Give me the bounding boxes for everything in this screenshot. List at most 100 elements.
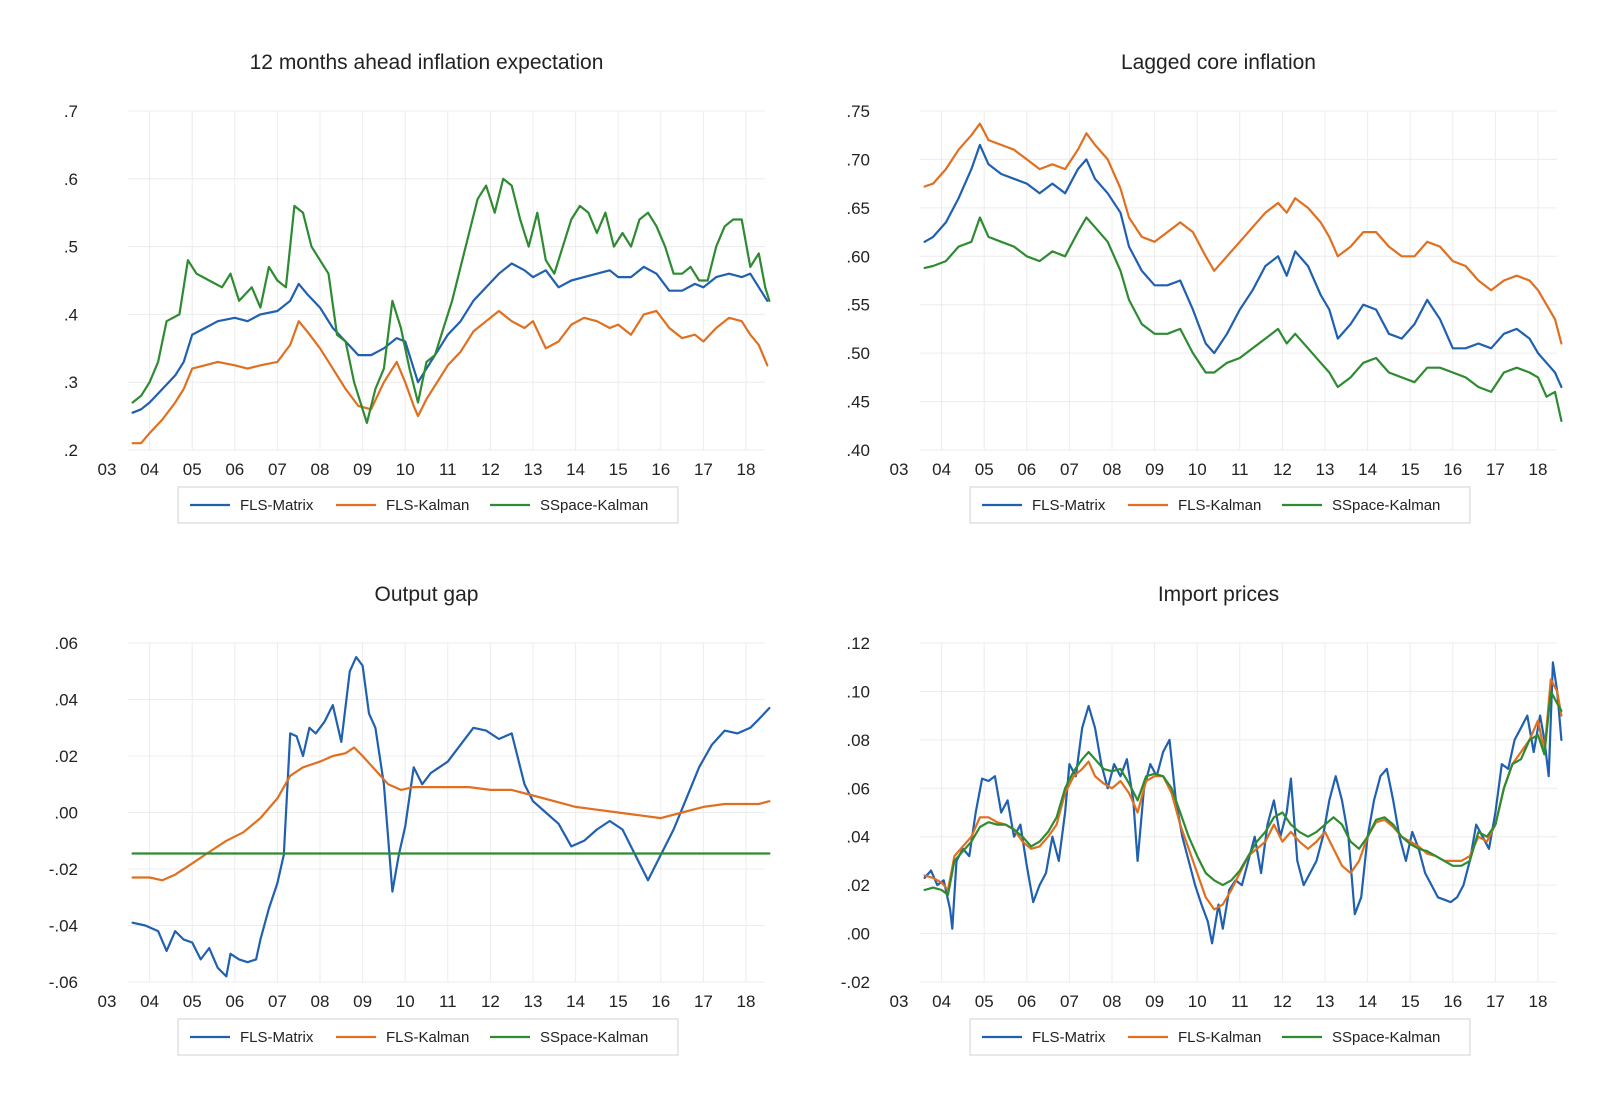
x-tick-label: 14 bbox=[1358, 460, 1377, 479]
x-tick-label: 06 bbox=[1017, 460, 1036, 479]
series-line-sspace-kalman bbox=[923, 216, 1563, 422]
legend-label: FLS-Kalman bbox=[1178, 1029, 1261, 1046]
legend-box bbox=[969, 1018, 1471, 1056]
x-tick-label: 04 bbox=[140, 460, 159, 479]
x-tick-label: 16 bbox=[1443, 460, 1462, 479]
series-line-fls-matrix bbox=[923, 661, 1563, 945]
series-line-fls-kalman bbox=[923, 122, 1563, 345]
series-line-sspace-kalman bbox=[131, 177, 771, 424]
x-tick-label: 18 bbox=[1529, 992, 1548, 1011]
x-tick-label: 12 bbox=[481, 992, 500, 1011]
x-tick-label: 05 bbox=[183, 460, 202, 479]
x-tick-label: 07 bbox=[1060, 460, 1079, 479]
x-tick-label: 11 bbox=[1231, 992, 1249, 1011]
x-tick-label: 07 bbox=[268, 992, 287, 1011]
x-tick-label: 10 bbox=[1188, 992, 1207, 1011]
y-tick-label: .40 bbox=[846, 441, 870, 460]
legend-label: SSpace-Kalman bbox=[1332, 497, 1440, 514]
y-tick-label: .00 bbox=[846, 925, 870, 944]
x-tick-label: 06 bbox=[1017, 992, 1036, 1011]
y-tick-label: .6 bbox=[64, 170, 78, 189]
x-tick-label: 17 bbox=[1486, 460, 1505, 479]
chart-legend: FLS-Matrix FLS-Kalman SSpace-Kalman bbox=[177, 1018, 679, 1056]
x-tick-label: 03 bbox=[890, 460, 909, 479]
legend-label: SSpace-Kalman bbox=[540, 1029, 648, 1046]
y-tick-label: .55 bbox=[846, 296, 870, 315]
legend-label: FLS-Kalman bbox=[386, 1029, 469, 1046]
x-tick-label: 14 bbox=[566, 460, 585, 479]
legend-label: FLS-Matrix bbox=[240, 497, 314, 514]
y-tick-label: .06 bbox=[846, 779, 870, 798]
x-tick-label: 09 bbox=[1145, 992, 1164, 1011]
legend-label: FLS-Matrix bbox=[240, 1029, 314, 1046]
series-line-fls-kalman bbox=[131, 309, 769, 445]
chart-legend: FLS-Matrix FLS-Kalman SSpace-Kalman bbox=[177, 486, 679, 524]
y-tick-label: .45 bbox=[846, 393, 870, 412]
x-tick-label: 04 bbox=[932, 460, 951, 479]
x-tick-label: 16 bbox=[1443, 992, 1462, 1011]
x-tick-label: 09 bbox=[353, 460, 372, 479]
chart-panel-2: Lagged core inflation .40 .45 .50 .55 .60 .65.… bbox=[846, 51, 1563, 524]
x-tick-label: 10 bbox=[1188, 460, 1207, 479]
x-tick-label: 06 bbox=[225, 992, 244, 1011]
x-tick-label: 04 bbox=[140, 992, 159, 1011]
y-tick-label: -.06 bbox=[49, 973, 78, 992]
legend-box bbox=[177, 1018, 679, 1056]
x-tick-label: 13 bbox=[1316, 992, 1335, 1011]
legend-label: SSpace-Kalman bbox=[540, 497, 648, 514]
y-tick-label: .5 bbox=[64, 238, 78, 257]
x-tick-label: 05 bbox=[975, 992, 994, 1011]
y-tick-label: .7 bbox=[64, 102, 78, 121]
y-tick-label: .08 bbox=[846, 731, 870, 750]
x-tick-label: 16 bbox=[651, 992, 670, 1011]
y-tick-label: -.04 bbox=[49, 917, 78, 936]
x-tick-label: 07 bbox=[268, 460, 287, 479]
x-tick-label: 15 bbox=[609, 992, 628, 1011]
chart-panel-4: Import prices -.02 .00 .02 .04 .06 .08 .10 .12 03… bbox=[841, 583, 1563, 1056]
x-tick-label: 12 bbox=[1273, 460, 1292, 479]
x-tick-label: 03 bbox=[890, 992, 909, 1011]
x-tick-label: 04 bbox=[932, 992, 951, 1011]
x-tick-label: 14 bbox=[1358, 992, 1377, 1011]
x-tick-label: 08 bbox=[311, 460, 330, 479]
series-line-fls-matrix bbox=[131, 262, 769, 414]
x-tick-label: 08 bbox=[311, 992, 330, 1011]
x-tick-label: 10 bbox=[396, 992, 415, 1011]
chart-title: Import prices bbox=[1158, 583, 1279, 606]
y-tick-label: -.02 bbox=[841, 973, 870, 992]
y-tick-label: .50 bbox=[846, 344, 870, 363]
x-tick-label: 08 bbox=[1103, 460, 1122, 479]
x-tick-label: 18 bbox=[1529, 460, 1548, 479]
x-tick-label: 17 bbox=[694, 460, 713, 479]
x-tick-label: 18 bbox=[737, 460, 756, 479]
legend-label: FLS-Matrix bbox=[1032, 1029, 1106, 1046]
y-tick-label: .04 bbox=[846, 828, 870, 847]
legend-box bbox=[177, 486, 679, 524]
y-tick-label: .02 bbox=[846, 876, 870, 895]
x-tick-label: 03 bbox=[98, 460, 117, 479]
x-tick-label: 11 bbox=[439, 992, 457, 1011]
y-tick-label: .04 bbox=[54, 691, 78, 710]
y-tick-label: -.02 bbox=[49, 860, 78, 879]
legend-label: FLS-Kalman bbox=[386, 497, 469, 514]
series-line-fls-kalman bbox=[131, 746, 771, 882]
legend-label: FLS-Matrix bbox=[1032, 497, 1106, 514]
y-tick-label: .75 bbox=[846, 102, 870, 121]
x-tick-label: 13 bbox=[524, 460, 543, 479]
y-tick-label: .65 bbox=[846, 199, 870, 218]
chart-title: Lagged core inflation bbox=[1121, 51, 1316, 74]
chart-legend: FLS-Matrix FLS-Kalman SSpace-Kalman bbox=[969, 486, 1471, 524]
x-tick-label: 10 bbox=[396, 460, 415, 479]
x-tick-label: 07 bbox=[1060, 992, 1079, 1011]
x-tick-label: 05 bbox=[183, 992, 202, 1011]
x-tick-label: 15 bbox=[1401, 460, 1420, 479]
x-tick-label: 17 bbox=[694, 992, 713, 1011]
chart-title: 12 months ahead inflation expectation bbox=[250, 51, 604, 74]
x-tick-label: 15 bbox=[609, 460, 628, 479]
legend-label: SSpace-Kalman bbox=[1332, 1029, 1440, 1046]
x-tick-label: 09 bbox=[1145, 460, 1164, 479]
x-tick-label: 18 bbox=[737, 992, 756, 1011]
y-tick-label: .3 bbox=[64, 373, 78, 392]
chart-panel-1: 12 months ahead inflation expectation .2.… bbox=[64, 51, 771, 524]
